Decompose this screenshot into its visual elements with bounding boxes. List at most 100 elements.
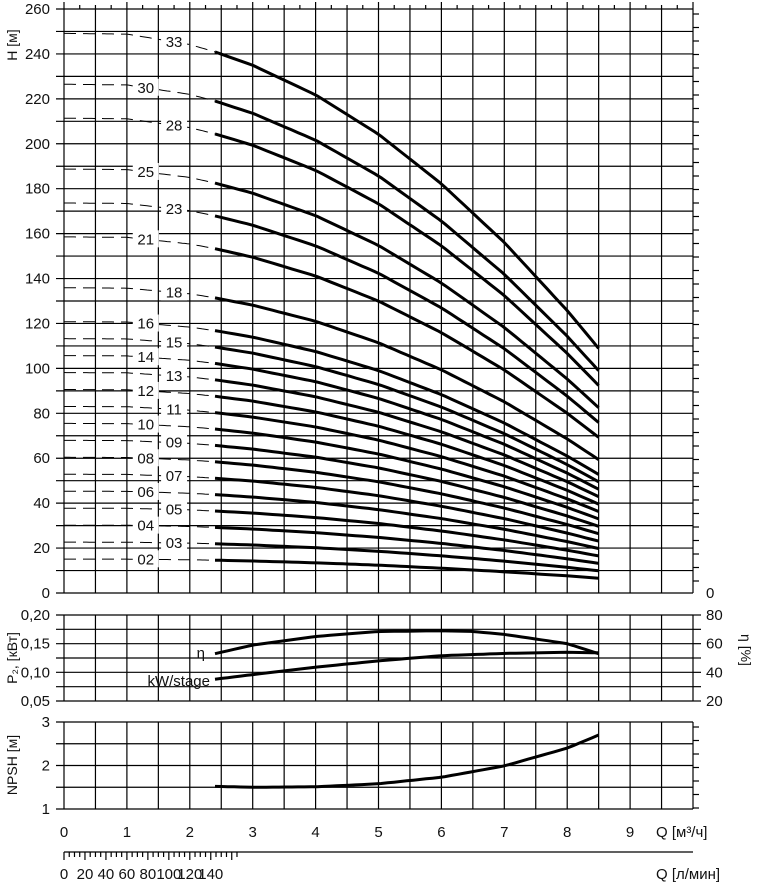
q-lmin-axis-title: Q [л/мин] bbox=[656, 866, 720, 883]
stage-label: 06 bbox=[137, 484, 154, 501]
stage-curve-extrapolation bbox=[64, 439, 216, 446]
stage-curve-15 bbox=[214, 345, 600, 484]
stage-label: 18 bbox=[166, 284, 183, 301]
stage-label-bg bbox=[132, 314, 159, 332]
stage-curve-extrapolation bbox=[64, 32, 216, 53]
stage-label-bg bbox=[132, 516, 159, 534]
stage-curve-extrapolation bbox=[64, 558, 215, 561]
p-tick-label: 0,15 bbox=[21, 636, 50, 653]
eta-tick-label: 60 bbox=[706, 636, 723, 653]
stage-label-bg bbox=[161, 467, 188, 485]
stage-curve-02 bbox=[214, 558, 599, 580]
stage-curve-33 bbox=[214, 50, 600, 350]
stage-label-bg bbox=[161, 366, 188, 384]
h-tick-label: 140 bbox=[25, 271, 50, 288]
h-right-zero: 0 bbox=[706, 585, 714, 602]
stage-curve-extrapolation bbox=[64, 456, 216, 463]
q-lmin-tick-label: 100 bbox=[156, 866, 181, 883]
eta-curve-label: η bbox=[197, 645, 205, 662]
stage-label-bg bbox=[161, 116, 188, 134]
stage-curve-06 bbox=[214, 493, 599, 550]
stage-curve-extrapolation bbox=[64, 422, 216, 430]
stage-curve-05 bbox=[214, 509, 599, 558]
stage-label-bg bbox=[132, 449, 159, 467]
stage-curve-extrapolation bbox=[64, 321, 216, 332]
q-m3h-tick-label: 0 bbox=[60, 824, 68, 841]
stage-curve-07 bbox=[214, 476, 599, 543]
eta-axis-title: η [%] bbox=[738, 634, 754, 666]
stage-curve-30 bbox=[214, 99, 600, 372]
npsh-tick-label: 2 bbox=[42, 758, 50, 775]
h-tick-label: 80 bbox=[33, 405, 50, 422]
h-tick-label: 0 bbox=[42, 585, 50, 602]
stage-label-bg bbox=[132, 482, 159, 500]
h-tick-label: 180 bbox=[25, 181, 50, 198]
npsh-tick-label: 1 bbox=[42, 801, 50, 818]
stage-curve-extrapolation bbox=[64, 389, 216, 397]
stage-label: 14 bbox=[137, 349, 154, 366]
stage-curve-extrapolation bbox=[63, 372, 216, 381]
eta-tick-label: 80 bbox=[706, 607, 723, 624]
stage-label: 09 bbox=[166, 435, 183, 452]
stage-curve-13 bbox=[214, 378, 600, 498]
h-tick-label: 60 bbox=[33, 450, 50, 467]
p-tick-label: 0,20 bbox=[21, 607, 50, 624]
q-m3h-tick-label: 1 bbox=[123, 824, 131, 841]
q-m3h-tick-label: 5 bbox=[374, 824, 382, 841]
h-tick-label: 240 bbox=[25, 46, 50, 63]
stage-curve-12 bbox=[214, 394, 600, 506]
stage-label-bg bbox=[132, 381, 159, 399]
q-m3h-tick-label: 2 bbox=[186, 824, 194, 841]
h-tick-label: 200 bbox=[25, 136, 50, 153]
stage-label-bg bbox=[132, 78, 159, 96]
h-tick-label: 40 bbox=[33, 495, 50, 512]
stage-label: 07 bbox=[166, 468, 183, 485]
stage-label-bg bbox=[161, 283, 188, 301]
p-tick-label: 0,10 bbox=[21, 664, 50, 681]
stage-curve-extrapolation bbox=[63, 168, 216, 184]
q-m3h-tick-label: 3 bbox=[249, 824, 257, 841]
eta-tick-label: 20 bbox=[706, 693, 723, 710]
q-m3h-axis-title: Q [м³/ч] bbox=[656, 824, 707, 841]
stage-label: 23 bbox=[166, 201, 183, 218]
stage-label: 12 bbox=[137, 383, 154, 400]
h-tick-label: 100 bbox=[25, 360, 50, 377]
stage-label-bg bbox=[132, 550, 159, 568]
p-tick-label: 0,05 bbox=[21, 693, 50, 710]
stage-label: 13 bbox=[166, 368, 183, 385]
q-lmin-tick-label: 80 bbox=[140, 866, 157, 883]
stage-label: 03 bbox=[166, 535, 183, 552]
stage-curve-extrapolation bbox=[64, 541, 216, 545]
stage-curve-28 bbox=[214, 132, 600, 387]
q-m3h-tick-label: 8 bbox=[563, 824, 571, 841]
npsh-tick-label: 3 bbox=[42, 714, 50, 731]
stage-label: 08 bbox=[137, 450, 154, 467]
stage-curve-16 bbox=[214, 329, 600, 476]
stage-label-bg bbox=[161, 333, 188, 351]
h-axis-title: H [м] bbox=[4, 29, 20, 60]
stage-label-bg bbox=[132, 415, 159, 433]
stage-label: 33 bbox=[166, 34, 183, 51]
stage-curve-04 bbox=[214, 525, 599, 565]
stage-label-bg bbox=[161, 433, 188, 451]
stage-label: 02 bbox=[137, 551, 154, 568]
stage-curve-extrapolation bbox=[63, 490, 216, 496]
stage-label: 04 bbox=[137, 518, 154, 535]
stage-label: 05 bbox=[166, 501, 183, 518]
stage-label-bg bbox=[132, 162, 159, 180]
stage-curve-extrapolation bbox=[64, 507, 216, 512]
stage-label-bg bbox=[161, 533, 188, 551]
stage-curve-03 bbox=[214, 542, 599, 573]
h-tick-label: 260 bbox=[25, 1, 50, 18]
stage-curve-23 bbox=[214, 214, 600, 424]
stage-curve-extrapolation bbox=[64, 406, 216, 414]
q-lmin-tick-label: 20 bbox=[77, 866, 94, 883]
stage-curve-extrapolation bbox=[64, 202, 216, 217]
stage-curve-18 bbox=[214, 296, 600, 461]
stage-label-bg bbox=[132, 348, 159, 366]
q-lmin-tick-label: 120 bbox=[177, 866, 202, 883]
stage-curve-extrapolation bbox=[64, 355, 216, 364]
h-tick-label: 220 bbox=[25, 91, 50, 108]
stage-label-bg bbox=[161, 500, 188, 518]
